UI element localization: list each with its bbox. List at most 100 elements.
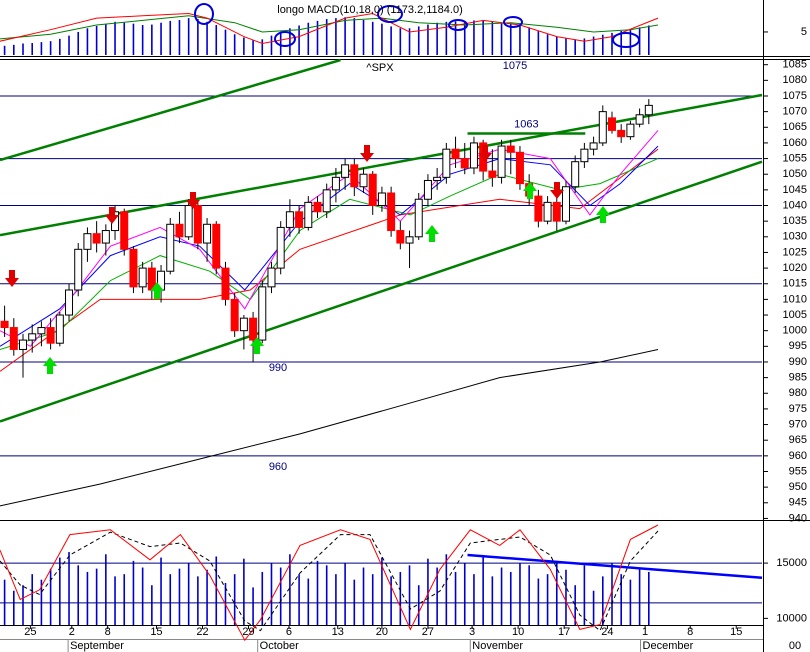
level-label: 960 (269, 461, 287, 473)
y-tick-label: 1020 (783, 262, 807, 274)
x-tick-label: 25 (24, 626, 36, 638)
candle-body (359, 173, 368, 188)
series-line (0, 15, 659, 40)
y-tick-label: 975 (789, 403, 807, 415)
candle-body (203, 223, 212, 244)
candle-body (212, 223, 221, 269)
candle-body (506, 145, 515, 153)
y-tick-label: 1000 (783, 325, 807, 337)
month-label: November (472, 640, 523, 652)
y-tick-label: 965 (789, 434, 807, 446)
unit-label: 00 (789, 640, 801, 652)
candle-body (644, 104, 653, 116)
y-tick-label: 1040 (783, 199, 807, 211)
x-tick-label: 3 (469, 626, 475, 638)
x-tick-label: 8 (687, 626, 693, 638)
series-line (0, 12, 659, 45)
candle-body (101, 230, 110, 244)
candle-body (193, 205, 202, 244)
x-tick-label: 15 (730, 626, 742, 638)
y-tick-label: 1050 (783, 168, 807, 180)
x-tick-label: 17 (558, 626, 570, 638)
y-tick-label: 1070 (783, 106, 807, 118)
candle-body (626, 123, 635, 138)
candle-body (460, 158, 469, 169)
candle-body (19, 339, 28, 350)
candle-body (377, 192, 386, 207)
candle-body (138, 267, 147, 288)
candle-body (55, 314, 64, 344)
candle-body (74, 248, 83, 291)
y-tick-label: 1085 (783, 59, 807, 71)
candle-body (442, 148, 451, 178)
candle-body (607, 117, 616, 131)
candle-body (276, 226, 285, 269)
candle-body (9, 327, 18, 350)
candle-body (571, 161, 580, 188)
y-tick-label: 1060 (783, 137, 807, 149)
y-tick-label: 960 (789, 450, 807, 462)
y-tick-label: 5 (801, 26, 807, 38)
month-label: October (260, 640, 299, 652)
candle-body (258, 286, 267, 341)
y-tick-label: 985 (789, 372, 807, 384)
candle-body (239, 317, 248, 332)
y-tick-label: 995 (789, 340, 807, 352)
candle-body (561, 186, 570, 222)
candle-body (580, 148, 589, 163)
candle-body (322, 189, 331, 213)
y-tick-label: 1045 (783, 184, 807, 196)
y-tick-label: 15000 (776, 557, 807, 569)
y-tick-label: 1005 (783, 309, 807, 321)
trend-line (0, 59, 341, 162)
x-tick-label: 8 (105, 626, 111, 638)
y-tick-label: 1010 (783, 293, 807, 305)
candle-body (221, 267, 230, 300)
candle-body (396, 230, 405, 244)
y-tick-label: 955 (789, 465, 807, 477)
y-tick-label: 980 (789, 387, 807, 399)
y-tick-label: 1015 (783, 278, 807, 290)
candle-body (166, 223, 175, 272)
candle-body (405, 236, 414, 244)
candle-body (543, 201, 552, 222)
y-tick-label: 1030 (783, 231, 807, 243)
x-tick-label: 22 (196, 626, 208, 638)
symbol-label: ^SPX (366, 62, 394, 74)
macd-panel (0, 12, 659, 55)
macd-title: longo MACD(10,18,0) (1173.2,1184.0) (277, 4, 462, 16)
candle-body (414, 198, 423, 238)
x-tick-label: 13 (332, 626, 344, 638)
x-tick-label: 27 (422, 626, 434, 638)
y-tick-label: 970 (789, 418, 807, 430)
x-tick-label: 24 (601, 626, 613, 638)
candle-body (313, 201, 322, 213)
y-tick-label: 990 (789, 356, 807, 368)
x-tick-label: 10 (512, 626, 524, 638)
y-tick-label: 1080 (783, 74, 807, 86)
candle-body (120, 211, 129, 250)
signal-arrows (5, 145, 610, 374)
trend-line (0, 160, 763, 423)
candle-body (497, 145, 506, 178)
y-tick-label: 945 (789, 497, 807, 509)
y-tick-label: 1035 (783, 215, 807, 227)
candle-body (515, 151, 524, 185)
x-tick-label: 6 (286, 626, 292, 638)
candle-body (433, 176, 442, 181)
month-label: September (70, 640, 124, 652)
axes: 5107599096010639409459509559609659709759… (24, 26, 807, 652)
x-tick-label: 29 (242, 626, 254, 638)
candle-body (304, 201, 313, 228)
y-tick-label: 1055 (783, 152, 807, 164)
candle-body (331, 176, 340, 191)
y-tick-label: 10000 (776, 612, 807, 624)
candle-body (341, 164, 350, 178)
candle-body (0, 320, 9, 329)
series-line (0, 524, 659, 642)
candle-body (46, 327, 55, 344)
candle-body (83, 233, 92, 250)
y-tick-label: 1065 (783, 121, 807, 133)
candle-body (469, 142, 478, 169)
